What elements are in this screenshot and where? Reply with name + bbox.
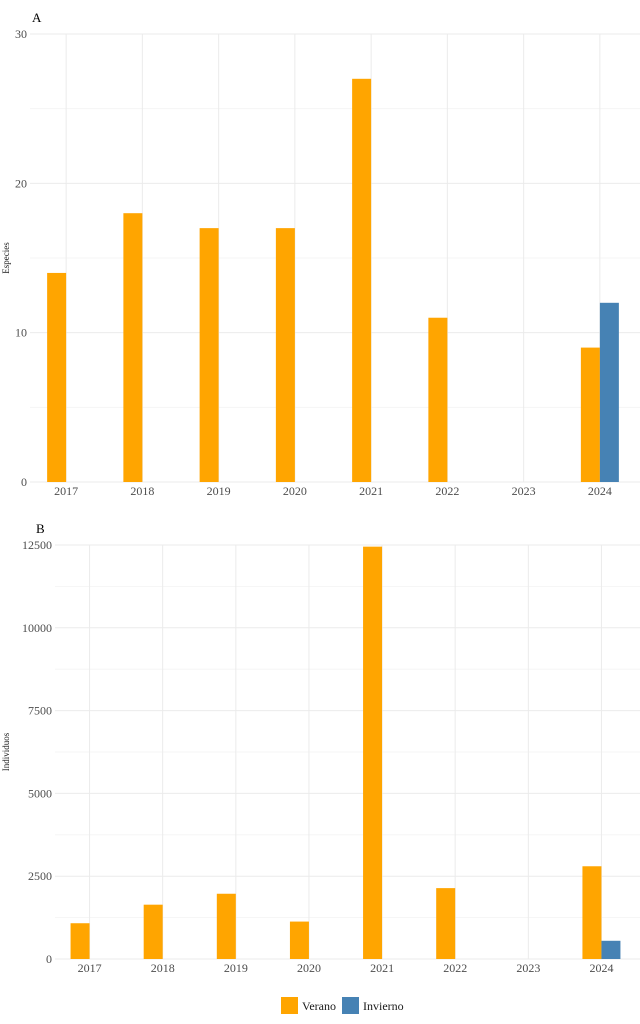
x-tick-label: 2020 — [297, 961, 321, 975]
y-tick-label: 10000 — [22, 621, 52, 635]
y-axis-title: Especies — [1, 242, 11, 274]
bar-verano-2024 — [582, 866, 602, 959]
bar-verano-2019 — [199, 228, 219, 482]
x-tick-label: 2017 — [78, 961, 102, 975]
legend-swatch-invierno — [342, 997, 359, 1014]
x-tick-label: 2017 — [54, 484, 78, 498]
x-tick-label: 2023 — [516, 961, 540, 975]
y-axis-title: Individuos — [1, 732, 11, 771]
bar-verano-2024 — [580, 347, 600, 482]
panel-label: B — [36, 521, 45, 536]
x-tick-label: 2019 — [207, 484, 231, 498]
y-tick-label: 12500 — [22, 538, 52, 552]
bar-verano-2017 — [47, 272, 67, 482]
bar-verano-2022 — [436, 888, 456, 959]
x-tick-label: 2018 — [130, 484, 154, 498]
x-tick-label: 2018 — [151, 961, 175, 975]
bar-verano-2021 — [363, 546, 383, 959]
bar-invierno-2024 — [601, 940, 621, 959]
bar-verano-2020 — [289, 921, 309, 959]
legend-label-invierno: Invierno — [363, 999, 404, 1013]
x-tick-label: 2021 — [370, 961, 394, 975]
x-tick-label: 2019 — [224, 961, 248, 975]
panel-label: A — [32, 10, 42, 25]
bar-verano-2018 — [143, 904, 163, 959]
bar-verano-2018 — [123, 213, 143, 482]
x-tick-label: 2022 — [435, 484, 459, 498]
y-tick-label: 5000 — [28, 786, 52, 800]
bar-verano-2021 — [352, 78, 372, 483]
bar-verano-2020 — [275, 228, 295, 482]
y-tick-label: 0 — [21, 475, 27, 489]
y-tick-label: 30 — [15, 27, 27, 41]
x-tick-label: 2024 — [588, 484, 612, 498]
x-tick-label: 2023 — [512, 484, 536, 498]
y-tick-label: 2500 — [28, 869, 52, 883]
bar-verano-2017 — [70, 923, 90, 959]
legend-label-verano: Verano — [302, 999, 336, 1013]
legend-swatch-verano — [281, 997, 298, 1014]
legend: Verano Invierno — [281, 997, 404, 1014]
x-tick-label: 2021 — [359, 484, 383, 498]
y-tick-label: 0 — [46, 952, 52, 966]
x-tick-label: 2020 — [283, 484, 307, 498]
bar-verano-2022 — [428, 317, 448, 482]
x-tick-label: 2024 — [589, 961, 613, 975]
y-tick-label: 20 — [15, 176, 27, 190]
x-tick-label: 2022 — [443, 961, 467, 975]
y-tick-label: 7500 — [28, 704, 52, 718]
bar-verano-2019 — [216, 893, 236, 959]
y-tick-label: 10 — [15, 326, 27, 340]
bar-invierno-2024 — [599, 302, 619, 482]
panel-b-chart: 0 2500 5000 7500 10000 12500 2017 2018 2019 2020 2… — [1, 521, 640, 975]
panel-a-chart: 0 10 20 30 2017 2018 2019 2020 2021 2022 2023 2024 E… — [1, 10, 640, 498]
